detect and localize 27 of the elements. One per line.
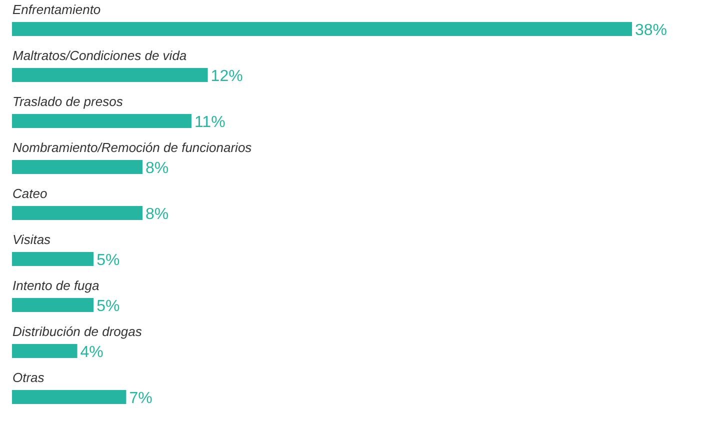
data-label: 11%: [194, 114, 226, 131]
y-tick-label: Traslado de presos: [12, 94, 124, 109]
y-tick-label: Cateo: [12, 186, 48, 201]
data-label: 5%: [96, 252, 120, 269]
data-label: 8%: [146, 160, 169, 177]
data-label: 12%: [210, 68, 243, 85]
y-tick-label: Enfrentamiento: [12, 2, 101, 17]
bar: [12, 390, 126, 404]
data-label: 8%: [146, 206, 169, 223]
bar: [12, 160, 143, 174]
bar: [12, 114, 192, 128]
bar: [12, 206, 143, 220]
y-tick-label: Intento de fuga: [12, 278, 100, 293]
y-tick-label: Maltratos/Condiciones de vida: [12, 48, 187, 63]
bar: [12, 298, 94, 312]
y-tick-label: Distribución de drogas: [12, 324, 142, 339]
data-label: 4%: [80, 344, 104, 361]
data-label: 5%: [96, 298, 120, 315]
y-tick-label: Visitas: [12, 232, 52, 247]
y-tick-label: Otras: [12, 370, 45, 385]
data-label: 38%: [635, 22, 668, 39]
bar: [12, 68, 208, 82]
bar: [12, 22, 632, 36]
data-label: 7%: [129, 390, 152, 407]
bar: [12, 252, 94, 266]
y-tick-label: Nombramiento/Remoción de funcionarios: [12, 140, 252, 155]
bar: [12, 344, 78, 358]
